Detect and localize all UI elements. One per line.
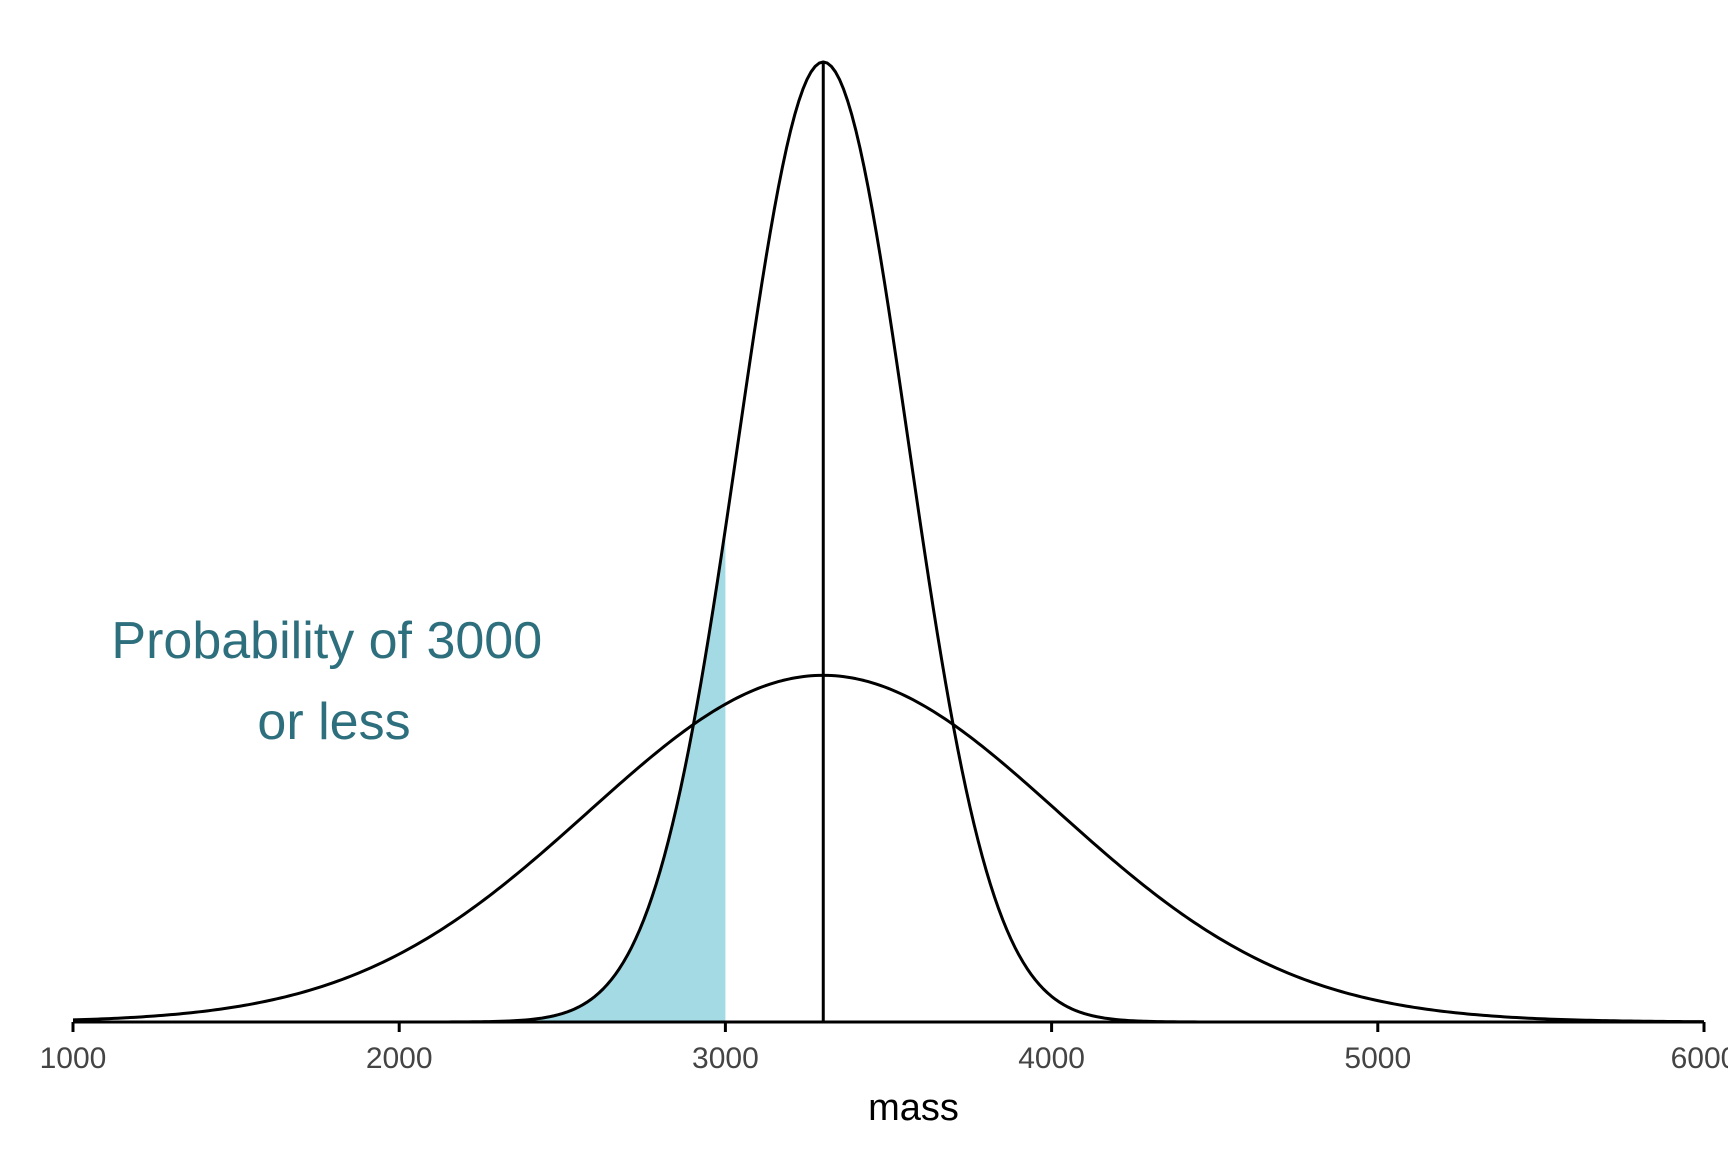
x-tick-label-4000: 4000 bbox=[1018, 1042, 1085, 1075]
annotation-line-1: Probability of 3000 bbox=[111, 612, 542, 670]
plot-area bbox=[72, 60, 1705, 1024]
probability-annotation: Probability of 3000 or less bbox=[111, 612, 556, 751]
x-tick-label-6000: 6000 bbox=[1671, 1042, 1728, 1075]
x-tick-label-3000: 3000 bbox=[692, 1042, 759, 1075]
x-tick-label-2000: 2000 bbox=[366, 1042, 433, 1075]
shaded-probability-area bbox=[73, 528, 726, 1022]
density-curve-2 bbox=[73, 60, 1704, 1024]
x-axis-title: mass bbox=[868, 1087, 959, 1129]
x-axis: 1000 2000 3000 4000 5000 6000 bbox=[40, 1020, 1728, 1075]
annotation-line-2: or less bbox=[257, 693, 410, 751]
density-curve-1 bbox=[72, 673, 1705, 1024]
x-tick-label-1000: 1000 bbox=[40, 1042, 107, 1075]
x-tick-label-5000: 5000 bbox=[1344, 1042, 1411, 1075]
